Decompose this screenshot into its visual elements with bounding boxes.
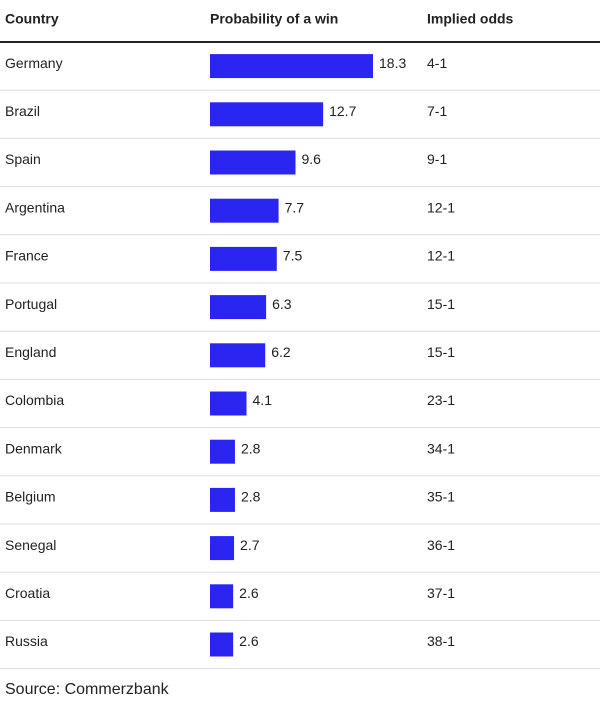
source: Source: Commerzbank bbox=[5, 681, 170, 698]
odds-label: 12-1 bbox=[427, 248, 455, 264]
value-label: 9.6 bbox=[302, 151, 322, 167]
country-label: Denmark bbox=[5, 440, 63, 456]
bar bbox=[210, 584, 234, 609]
header-country: Country bbox=[5, 11, 59, 27]
country-label: Germany bbox=[5, 55, 63, 71]
country-label: Belgium bbox=[5, 489, 56, 505]
bar bbox=[210, 343, 266, 368]
bar bbox=[210, 54, 373, 79]
odds-label: 34-1 bbox=[427, 440, 455, 456]
odds-label: 12-1 bbox=[427, 199, 455, 215]
odds-label: 23-1 bbox=[427, 392, 455, 408]
country-label: Croatia bbox=[5, 585, 50, 601]
bar bbox=[210, 632, 234, 657]
country-label: Portugal bbox=[5, 296, 57, 312]
country-label: Spain bbox=[5, 151, 41, 167]
value-label: 7.7 bbox=[285, 199, 305, 215]
bar bbox=[210, 487, 235, 512]
country-label: England bbox=[5, 344, 56, 360]
odds-label: 15-1 bbox=[427, 344, 455, 360]
value-label: 4.1 bbox=[253, 392, 273, 408]
odds-label: 9-1 bbox=[427, 151, 447, 167]
bar bbox=[210, 391, 247, 416]
country-label: Russia bbox=[5, 633, 48, 649]
country-label: France bbox=[5, 248, 49, 264]
value-label: 2.6 bbox=[239, 585, 259, 601]
odds-label: 7-1 bbox=[427, 103, 447, 119]
value-label: 18.3 bbox=[379, 55, 406, 71]
country-label: Argentina bbox=[5, 199, 65, 215]
country-label: Brazil bbox=[5, 103, 40, 119]
value-label: 2.6 bbox=[239, 633, 259, 649]
odds-label: 38-1 bbox=[427, 633, 455, 649]
value-label: 7.5 bbox=[283, 248, 303, 264]
bar bbox=[210, 536, 235, 561]
value-label: 12.7 bbox=[329, 103, 356, 119]
value-label: 6.3 bbox=[272, 296, 292, 312]
header-odds: Implied odds bbox=[427, 11, 514, 27]
odds-label: 4-1 bbox=[427, 55, 447, 71]
odds-label: 35-1 bbox=[427, 489, 455, 505]
bar bbox=[210, 439, 235, 464]
bar bbox=[210, 150, 296, 175]
value-label: 2.7 bbox=[240, 537, 260, 553]
value-label: 6.2 bbox=[271, 344, 291, 360]
value-label: 2.8 bbox=[241, 489, 261, 505]
bar bbox=[210, 295, 267, 320]
odds-label: 37-1 bbox=[427, 585, 455, 601]
header-probability: Probability of a win bbox=[210, 11, 338, 27]
bar bbox=[210, 102, 324, 127]
odds-label: 15-1 bbox=[427, 296, 455, 312]
country-label: Senegal bbox=[5, 537, 56, 553]
odds-label: 36-1 bbox=[427, 537, 455, 553]
bar bbox=[210, 246, 277, 271]
value-label: 2.8 bbox=[241, 440, 261, 456]
country-label: Colombia bbox=[5, 392, 64, 408]
bar bbox=[210, 198, 279, 223]
